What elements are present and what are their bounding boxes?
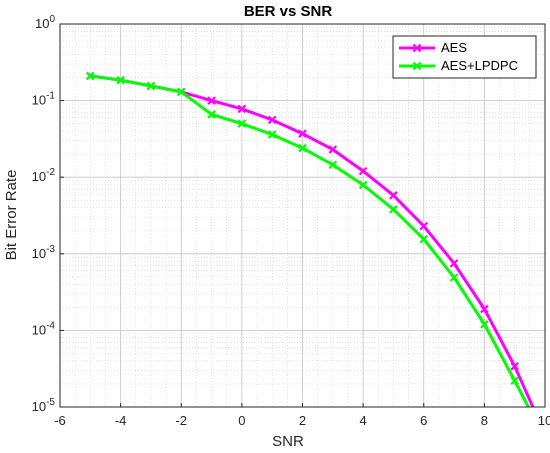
y-tick-label: 100	[35, 14, 55, 31]
y-axis-label: Bit Error Rate	[3, 170, 20, 261]
data-point-marker	[358, 180, 368, 190]
y-tick-labels: 100 10-1 10-2 10-3 10-4 10-5	[32, 14, 64, 414]
data-point-marker	[389, 205, 398, 214]
data-point-marker	[207, 110, 216, 119]
x-tick-label: 4	[360, 413, 367, 428]
data-point-marker	[86, 71, 95, 81]
x-tick-label: -6	[54, 413, 66, 428]
y-tick-label: 10-2	[32, 167, 56, 184]
x-tick-labels: -6 -4 -2 0 2 4 6 8 10	[54, 403, 550, 428]
data-point-marker	[298, 143, 307, 153]
x-tick-label: 10	[538, 413, 550, 428]
data-point-marker	[267, 115, 277, 125]
x-tick-label: 8	[481, 413, 488, 428]
y-tick-label: 10-3	[32, 244, 56, 261]
legend-marker	[412, 43, 422, 53]
legend-marker	[412, 61, 422, 71]
data-point-marker	[510, 362, 519, 371]
data-point-marker	[419, 221, 429, 231]
data-point-marker	[298, 129, 307, 138]
data-point-marker	[328, 145, 338, 154]
data-point-marker	[207, 96, 216, 105]
y-tick-label: 10-4	[32, 320, 56, 337]
data-point-marker	[449, 273, 459, 282]
data-point-marker	[358, 166, 368, 176]
data-point-marker	[449, 259, 459, 268]
x-tick-label: 6	[420, 413, 427, 428]
x-tick-label: -2	[175, 413, 187, 428]
y-tick-label: 10-5	[32, 397, 56, 414]
legend-label: AES+LPDPC	[441, 58, 518, 73]
data-point-marker	[237, 104, 247, 114]
data-point-marker	[116, 75, 125, 85]
data-point-marker	[328, 160, 338, 170]
data-point-marker	[480, 320, 489, 329]
series-2	[86, 71, 530, 407]
chart-title: BER vs SNR	[244, 3, 333, 20]
data-point-marker	[237, 119, 247, 128]
series-1	[86, 71, 535, 407]
legend-label: AES	[441, 40, 467, 55]
data-point-marker	[510, 376, 519, 386]
data-point-marker	[419, 234, 429, 244]
data-point-marker	[480, 304, 489, 314]
data-point-marker	[176, 87, 186, 97]
data-point-marker	[267, 130, 277, 139]
x-tick-label: 2	[299, 413, 306, 428]
x-tick-label: -4	[115, 413, 127, 428]
legend-box	[392, 35, 537, 79]
data-point-marker	[146, 81, 156, 91]
x-tick-label: 0	[238, 413, 245, 428]
series-layer	[86, 71, 535, 407]
y-tick-label: 10-1	[32, 91, 56, 108]
x-axis-label: SNR	[272, 433, 304, 450]
data-point-marker	[389, 191, 398, 200]
series-line	[90, 74, 535, 407]
series-line	[90, 74, 530, 407]
legend: AES AES+LPDPC	[392, 35, 537, 79]
